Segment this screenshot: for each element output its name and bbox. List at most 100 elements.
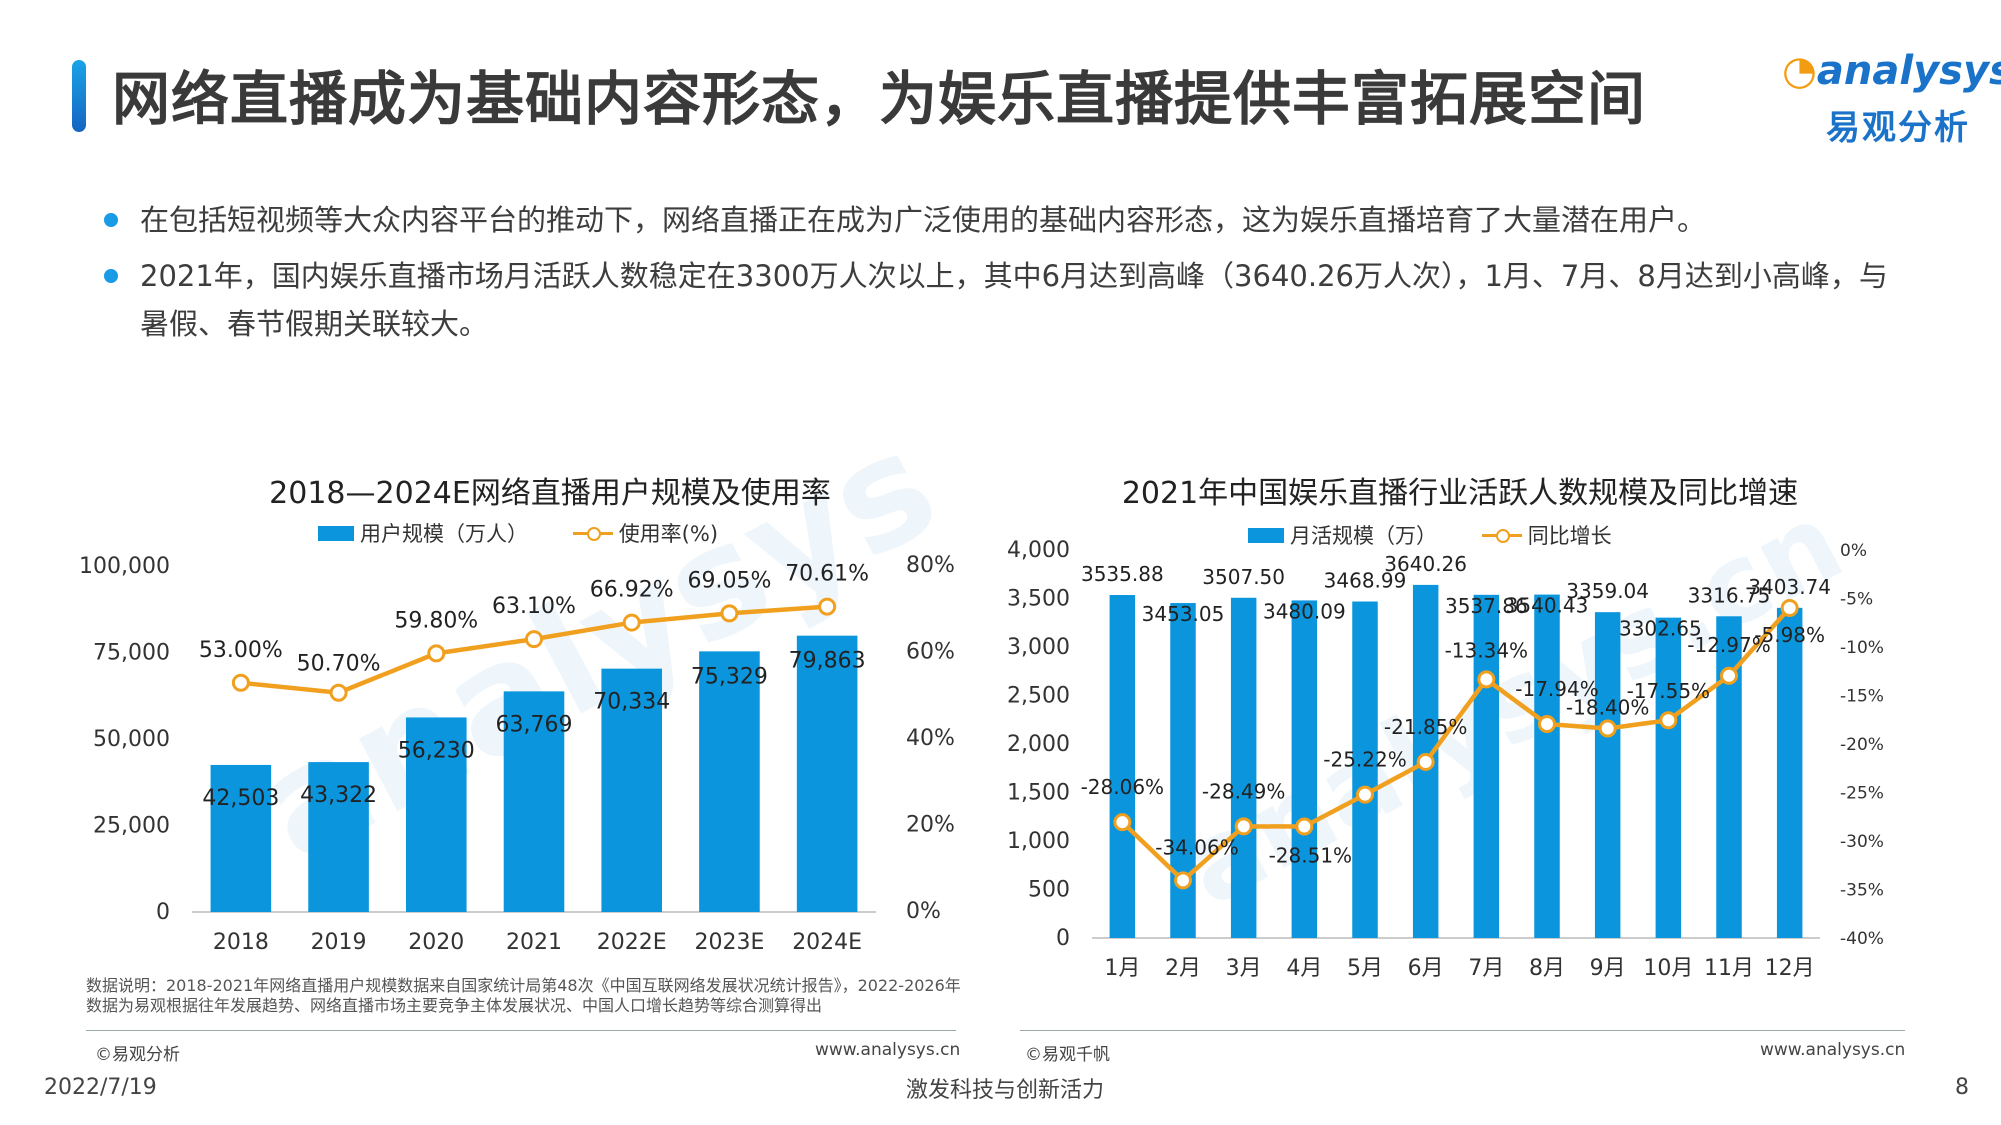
bar-swatch-icon [318, 525, 354, 541]
chart1-x-tick: 2018 [213, 930, 269, 955]
chart2-y-tick: 500 [1028, 878, 1070, 903]
chart2-y2-tick: -15% [1840, 687, 1884, 707]
chart2-x-tick: 5月 [1347, 956, 1383, 981]
chart1-x-tick: 2024E [792, 930, 862, 955]
chart2-line-point [1234, 817, 1253, 836]
right-source: ©易观千帆 [1025, 1045, 1110, 1065]
chart1-bar [796, 635, 858, 912]
chart2-bar-label: 3507.50 [1202, 565, 1285, 589]
chart2-line-point [1720, 666, 1738, 685]
slogan: 激发科技与创新活力 [906, 1078, 1105, 1103]
chart1-y-tick: 25,000 [93, 814, 170, 839]
chart2-line-point [1477, 670, 1496, 689]
chart2-y2-tick: -10% [1840, 638, 1884, 658]
chart2-line-label: -17.55% [1627, 679, 1710, 703]
chart2-bar [1534, 594, 1560, 938]
chart2-bar-label: 3453.05 [1142, 602, 1225, 626]
chart2-y-tick: 1,500 [1007, 781, 1070, 806]
chart2-line-label: -13.34% [1445, 638, 1528, 662]
chart2-y2-tick: -35% [1840, 881, 1884, 901]
chart1-legend: 用户规模（万人） 使用率(%) [318, 518, 756, 548]
line-swatch-icon [572, 526, 613, 541]
chart2-y-tick: 3,500 [1007, 587, 1070, 612]
chart2-x-tick: 8月 [1529, 956, 1565, 981]
chart1-line-label: 59.80% [394, 608, 478, 633]
bullet-item-2: 2021年，国内娱乐直播市场月活跃人数稳定在3300万人次以上，其中6月达到高峰… [100, 252, 1900, 348]
left-url[interactable]: www.analysys.cn [815, 1040, 961, 1060]
chart2-legend: 月活规模（万） 同比增长 [1248, 520, 1650, 550]
bullet-item-1: 在包括短视频等大众内容平台的推动下，网络直播正在成为广泛使用的基础内容形态，这为… [100, 196, 1900, 244]
chart2-line-point [1295, 817, 1314, 836]
chart2-bar [1776, 607, 1803, 938]
chart2-line-point [1659, 711, 1678, 730]
bar-swatch-icon [1248, 527, 1284, 543]
chart1-line-label: 63.10% [492, 594, 576, 619]
chart1-bar [601, 668, 663, 912]
chart2-x-tick: 6月 [1408, 956, 1444, 981]
chart2-line-label: -21.85% [1384, 715, 1467, 739]
chart1-y-tick: 50,000 [93, 727, 170, 752]
chart1-y2-tick: 60% [906, 640, 955, 665]
chart2-y2-tick: -40% [1840, 929, 1884, 949]
chart2-bar-label: 3403.74 [1748, 575, 1831, 599]
chart2-x-tick: 12月 [1765, 956, 1815, 981]
chart2-y2-tick: 0% [1840, 541, 1867, 561]
right-divider [1020, 1030, 1905, 1031]
chart2-bar-label: 3640.26 [1384, 552, 1467, 576]
chart2-line-label: -28.06% [1081, 775, 1164, 799]
chart1-bar-label: 70,334 [593, 690, 670, 715]
chart1-bar-label: 43,322 [300, 783, 377, 808]
chart1-bar-label: 63,769 [496, 712, 573, 737]
chart2-line-series [1120, 606, 1792, 884]
chart1-bar-label: 79,863 [789, 649, 866, 674]
chart1-line-label: 69.05% [687, 568, 771, 593]
chart2-bar-label: 3535.88 [1081, 562, 1164, 586]
chart1-line-point [622, 613, 641, 632]
chart2-line-point [1113, 813, 1132, 832]
chart2-line-point [1538, 715, 1556, 734]
chart2-bar-label: 3540.43 [1506, 594, 1589, 618]
chart1-bar [699, 651, 760, 912]
chart2-x-tick: 4月 [1286, 956, 1322, 981]
chart2-line-label: -12.97% [1687, 633, 1770, 657]
left-divider [86, 1030, 956, 1031]
chart2-y-tick: 4,000 [1007, 538, 1070, 563]
chart1-line-point [427, 644, 446, 663]
chart2-bar [1230, 597, 1257, 938]
chart2-y-tick: 3,000 [1007, 635, 1070, 660]
chart1-bar [405, 717, 467, 912]
chart1-bar [308, 762, 369, 912]
report-date: 2022/7/19 [44, 1075, 157, 1100]
line-swatch-icon [1481, 528, 1522, 543]
chart2-title: 2021年中国娱乐直播行业活跃人数规模及同比增速 [1121, 476, 1799, 511]
chart1-x-tick: 2020 [408, 930, 464, 955]
right-url[interactable]: www.analysys.cn [1760, 1040, 1906, 1060]
data-note: 数据说明：2018-2021年网络直播用户规模数据来自国家统计局第48次《中国互… [86, 976, 961, 1015]
chart2-bar [1291, 600, 1318, 938]
chart2-line-label: -25.22% [1323, 748, 1406, 772]
chart2-line-point [1356, 785, 1374, 804]
chart2-line-point [1174, 871, 1192, 890]
chart2-legend-line: 同比增长 [1481, 520, 1612, 550]
chart2-bar [1352, 601, 1378, 938]
chart1-y2-tick: 80% [906, 553, 955, 578]
chart2-x-tick: 7月 [1468, 956, 1504, 981]
title-accent-bar [72, 60, 86, 132]
chart1-line-label: 66.92% [590, 578, 674, 603]
chart1-line-point [231, 673, 250, 692]
chart1-bar-label: 42,503 [202, 786, 279, 811]
chart2-line-label: -28.51% [1269, 844, 1352, 868]
chart2-y2-tick: -5% [1840, 590, 1873, 610]
chart1-line-label: 53.00% [199, 638, 283, 663]
chart1-y-tick: 75,000 [93, 641, 170, 666]
chart2-line-label: -28.49% [1202, 779, 1285, 803]
left-source: ©易观分析 [95, 1045, 180, 1065]
chart2-line-point [1416, 752, 1435, 771]
chart1-legend-line: 使用率(%) [572, 518, 718, 548]
chart2-line-point [1780, 599, 1799, 618]
chart2-x-tick: 1月 [1104, 956, 1140, 981]
chart2-y-tick: 2,500 [1007, 684, 1070, 709]
chart2-y2-tick: -20% [1840, 735, 1884, 755]
